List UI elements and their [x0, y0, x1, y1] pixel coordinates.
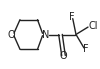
Text: O: O — [60, 51, 67, 61]
Text: N: N — [42, 30, 49, 39]
Text: F: F — [83, 44, 89, 54]
Text: Cl: Cl — [89, 21, 98, 31]
Text: O: O — [8, 30, 15, 39]
Text: F: F — [69, 12, 75, 22]
